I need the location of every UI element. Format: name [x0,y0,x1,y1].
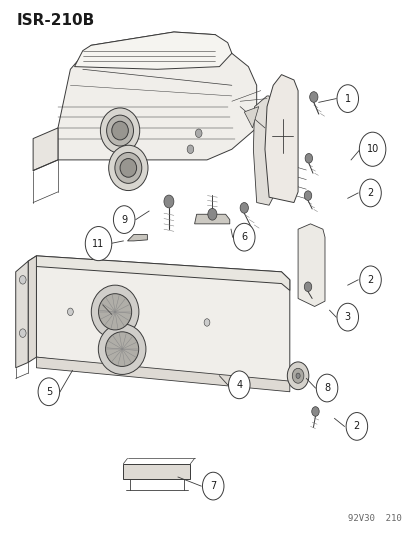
Text: 1: 1 [344,94,350,103]
Circle shape [228,371,249,399]
Text: 10: 10 [366,144,378,154]
Circle shape [207,208,216,220]
Text: 6: 6 [241,232,247,242]
Polygon shape [28,256,289,290]
Circle shape [67,308,73,316]
Ellipse shape [108,145,148,190]
Polygon shape [123,464,190,479]
Circle shape [204,319,209,326]
Circle shape [358,132,385,166]
Polygon shape [297,224,324,306]
Circle shape [304,282,311,292]
Circle shape [359,266,380,294]
Polygon shape [194,214,229,224]
Ellipse shape [106,115,133,146]
Polygon shape [253,96,273,205]
Text: 11: 11 [92,239,104,248]
Ellipse shape [105,332,138,367]
Text: 2: 2 [366,275,373,285]
Circle shape [164,195,173,208]
Text: 7: 7 [209,481,216,491]
Circle shape [187,145,193,154]
Polygon shape [58,32,256,160]
Circle shape [336,303,358,331]
Circle shape [240,203,248,213]
Circle shape [113,206,135,233]
Polygon shape [127,235,147,241]
Polygon shape [28,256,36,362]
Circle shape [85,227,112,261]
Text: 8: 8 [323,383,329,393]
Circle shape [295,373,299,378]
Circle shape [19,329,26,337]
Text: 9: 9 [121,215,127,224]
Circle shape [359,179,380,207]
Text: 2: 2 [353,422,359,431]
Polygon shape [33,128,58,171]
Polygon shape [36,256,289,389]
Polygon shape [36,357,289,392]
Circle shape [316,374,337,402]
Text: 4: 4 [236,380,242,390]
Ellipse shape [114,152,141,183]
Polygon shape [74,32,231,69]
Text: 2: 2 [366,188,373,198]
Text: 92V30  210: 92V30 210 [347,514,401,523]
Ellipse shape [98,294,131,330]
Polygon shape [264,75,297,203]
Text: 5: 5 [45,387,52,397]
Circle shape [304,191,311,200]
Text: 3: 3 [344,312,350,322]
Ellipse shape [91,285,139,338]
Circle shape [287,362,308,390]
Circle shape [292,368,303,383]
Circle shape [202,472,223,500]
Circle shape [19,276,26,284]
Ellipse shape [100,108,139,153]
Circle shape [304,154,312,163]
Circle shape [311,407,318,416]
Circle shape [336,85,358,112]
Polygon shape [16,261,28,368]
Circle shape [309,92,317,102]
Text: ISR-210B: ISR-210B [17,13,95,28]
Circle shape [233,223,254,251]
Circle shape [195,129,202,138]
Circle shape [38,378,59,406]
Ellipse shape [112,122,128,140]
Polygon shape [244,107,258,128]
Circle shape [345,413,367,440]
Ellipse shape [120,159,136,177]
Ellipse shape [98,324,145,374]
